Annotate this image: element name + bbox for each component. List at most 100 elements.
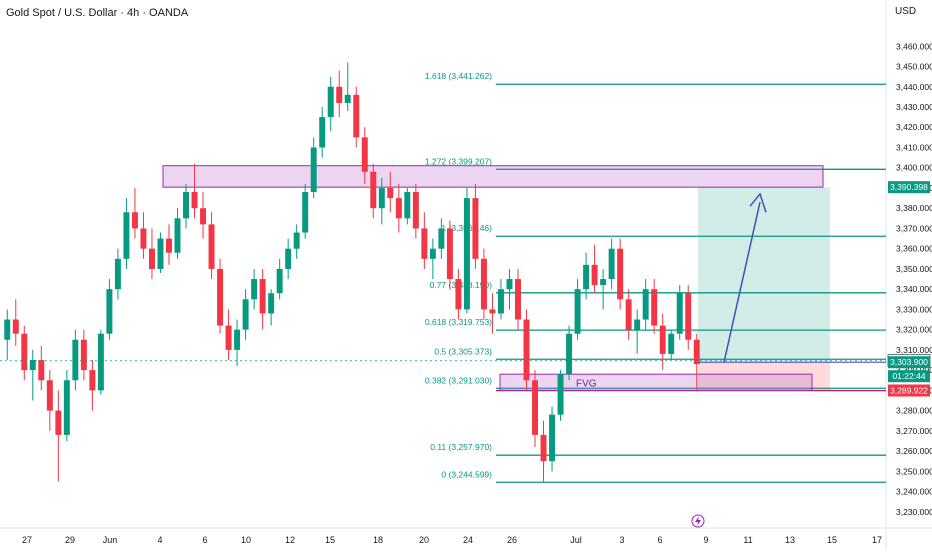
candle-body xyxy=(693,339,700,365)
target-zone xyxy=(698,187,830,363)
candle-body xyxy=(268,293,275,314)
x-tick-label: 12 xyxy=(285,535,295,545)
x-tick-label: 6 xyxy=(657,535,662,545)
y-tick-label: 3,240.000 xyxy=(896,487,932,497)
candle-body xyxy=(72,339,79,381)
candle-body xyxy=(97,333,104,391)
y-tick-label: 3,280.000 xyxy=(896,406,932,416)
candle-body xyxy=(89,370,96,391)
candle-body xyxy=(80,339,87,371)
candle-body xyxy=(515,279,521,320)
candle-body xyxy=(106,289,113,334)
candle-body xyxy=(21,333,28,371)
fib-level-label: 0.618 (3,319.753) xyxy=(425,317,492,327)
price-tag-bg xyxy=(888,370,930,383)
candle-body xyxy=(310,147,317,193)
candle-body xyxy=(157,238,164,269)
candle-body xyxy=(523,319,530,381)
candle-body xyxy=(668,333,675,354)
candle-body xyxy=(131,212,138,229)
y-tick-label: 3,440.000 xyxy=(896,82,932,92)
candle-body xyxy=(4,319,11,340)
candle-body xyxy=(651,289,658,326)
candle-body xyxy=(344,94,351,103)
candle-body xyxy=(463,198,470,310)
candle-body xyxy=(566,333,573,375)
fvg-zone xyxy=(499,373,813,391)
y-tick-label: 3,350.000 xyxy=(896,264,932,274)
candle-body xyxy=(166,238,172,253)
y-tick-label: 3,270.000 xyxy=(896,426,932,436)
price-tag-bg xyxy=(888,181,930,194)
fib-level-label: 1.618 (3,441.262) xyxy=(425,71,492,81)
candle-body xyxy=(336,86,343,103)
candle-body xyxy=(38,360,45,381)
candle-body xyxy=(540,434,547,462)
y-tick-label: 3,330.000 xyxy=(896,304,932,314)
chart-title: Gold Spot / U.S. Dollar · 4h · OANDA xyxy=(6,7,189,19)
y-tick-label: 3,450.000 xyxy=(896,62,932,72)
x-tick-label: 18 xyxy=(373,535,383,545)
y-tick-label: 3,410.000 xyxy=(896,142,932,152)
y-tick-label: 3,250.000 xyxy=(896,466,932,476)
candle-body xyxy=(259,279,266,314)
candle-body xyxy=(387,187,394,199)
candle-body xyxy=(506,279,513,290)
x-tick-label: 27 xyxy=(22,535,32,545)
x-tick-label: 26 xyxy=(507,535,517,545)
candle-body xyxy=(429,248,436,259)
candle-body xyxy=(361,137,368,172)
candle-body xyxy=(293,232,300,249)
x-tick-label: 10 xyxy=(241,535,251,545)
x-tick-label: 11 xyxy=(743,535,752,545)
fvg-label: FVG xyxy=(576,378,597,389)
candle-body xyxy=(327,86,334,118)
candle-body xyxy=(480,258,487,310)
candle-body xyxy=(625,299,632,330)
candle-body xyxy=(29,360,36,371)
candle-body xyxy=(549,414,556,462)
y-tick-label: 3,420.000 xyxy=(896,122,932,132)
candle-body xyxy=(421,228,428,259)
y-tick-label: 3,380.000 xyxy=(896,203,932,213)
fib-level-label: 1.272 (3,399.207) xyxy=(425,156,492,166)
currency-label[interactable]: USD xyxy=(895,6,917,17)
candle-body xyxy=(472,198,479,259)
projection-arrow xyxy=(723,201,761,363)
price-tag: 01:22:44 xyxy=(892,371,925,381)
candle-body xyxy=(319,117,326,148)
fib-level-label: 0.5 (3,305.373) xyxy=(434,346,492,356)
candle-body xyxy=(583,264,590,290)
candle-body xyxy=(123,212,130,259)
candle-body xyxy=(676,293,683,334)
price-tag: 3,289.922 xyxy=(890,386,928,396)
candle-body xyxy=(642,289,649,320)
candle-body xyxy=(370,171,377,209)
candle-body xyxy=(489,309,496,314)
candle-body xyxy=(532,380,538,435)
candle-body xyxy=(412,192,419,229)
candle-body xyxy=(12,319,19,334)
x-tick-label: 17 xyxy=(872,535,882,545)
y-tick-label: 3,460.000 xyxy=(896,41,932,51)
lightning-glyph xyxy=(695,516,701,526)
y-tick-label: 3,400.000 xyxy=(896,163,932,173)
candle-body xyxy=(234,329,241,350)
y-tick-label: 3,260.000 xyxy=(896,446,932,456)
x-tick-label: 3 xyxy=(619,535,624,545)
y-tick-label: 3,300.000 xyxy=(896,365,932,375)
candle-body xyxy=(455,279,462,310)
candle-body xyxy=(200,208,207,225)
x-tick-label: 29 xyxy=(65,535,75,545)
x-tick-label: 15 xyxy=(325,535,335,545)
candle-body xyxy=(114,258,121,290)
candle-body xyxy=(191,192,198,209)
fib-level-label: 0 (3,244.599) xyxy=(441,469,492,479)
candle-body xyxy=(659,325,666,354)
y-tick-label: 3,430.000 xyxy=(896,102,932,112)
candle-body xyxy=(55,410,62,435)
candle-body xyxy=(251,279,258,300)
resistance-zone xyxy=(162,165,824,188)
